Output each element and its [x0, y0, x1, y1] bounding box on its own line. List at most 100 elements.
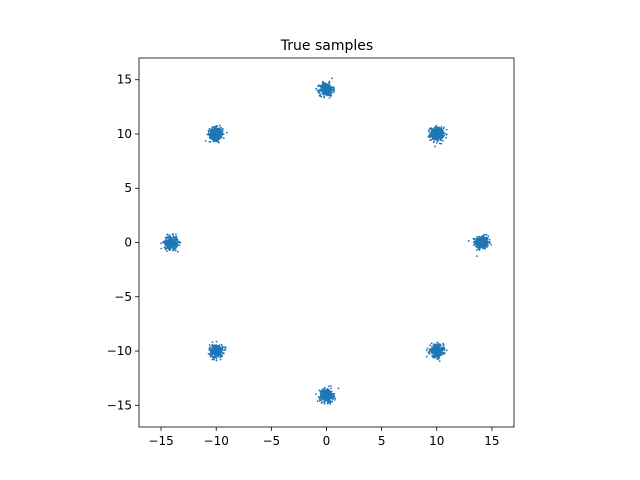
scatter-point — [437, 352, 440, 355]
x-tick-label: −5 — [263, 434, 281, 448]
scatter-point — [166, 233, 169, 236]
scatter-point — [435, 124, 438, 127]
scatter-point — [327, 93, 330, 96]
scatter-point — [175, 243, 178, 246]
scatter-point — [484, 237, 487, 240]
scatter-point — [329, 397, 332, 400]
scatter-point — [211, 134, 214, 137]
scatter-point — [219, 351, 222, 354]
scatter-point — [175, 246, 178, 248]
scatter-point — [328, 82, 331, 85]
scatter-point — [435, 352, 438, 355]
scatter-point — [485, 234, 488, 236]
scatter-point — [329, 400, 332, 403]
scatter-point — [326, 90, 329, 93]
scatter-point — [225, 131, 228, 134]
scatter-point — [169, 243, 172, 246]
scatter-point — [328, 390, 330, 393]
scatter-point — [328, 396, 330, 398]
scatter-point — [480, 241, 483, 244]
scatter-point — [173, 239, 176, 242]
scatter-point — [472, 244, 475, 247]
x-tick-label: −10 — [204, 434, 229, 448]
scatter-point — [216, 352, 219, 355]
scatter-point — [215, 357, 218, 360]
scatter-point — [178, 241, 181, 244]
scatter-point — [165, 244, 168, 246]
scatter-point — [438, 135, 441, 138]
scatter-point — [320, 90, 322, 92]
scatter-point — [216, 135, 219, 138]
scatter-point — [168, 242, 170, 245]
scatter-point — [439, 127, 442, 130]
scatter-point — [331, 86, 334, 89]
scatter-point — [436, 128, 439, 131]
scatter-point — [165, 236, 167, 239]
scatter-point — [319, 390, 322, 393]
scatter-point — [476, 246, 479, 249]
scatter-point — [433, 349, 436, 351]
scatter-point — [175, 239, 178, 242]
scatter-point — [220, 136, 223, 139]
scatter-point — [321, 401, 324, 404]
scatter-point — [482, 238, 485, 241]
scatter-point — [436, 133, 438, 136]
scatter-point — [438, 351, 441, 353]
scatter-point — [433, 352, 435, 355]
scatter-point — [426, 347, 429, 350]
scatter-point — [326, 399, 329, 402]
scatter-point — [428, 131, 430, 133]
scatter-point — [429, 139, 431, 142]
scatter-point — [222, 137, 225, 140]
scatter-point — [486, 238, 489, 241]
scatter-point — [441, 136, 444, 139]
y-axis: −15 −10 −5 0 5 10 15 — [107, 73, 139, 412]
scatter-point — [325, 92, 328, 95]
scatter-point — [211, 136, 214, 139]
scatter-point — [480, 243, 483, 246]
scatter-point — [435, 351, 438, 353]
scatter-point — [432, 355, 434, 358]
scatter-point — [221, 352, 224, 355]
scatter-point — [441, 347, 443, 349]
scatter-point — [436, 358, 438, 360]
scatter-point — [315, 87, 318, 90]
scatter-point — [171, 237, 173, 240]
scatter-point — [176, 250, 179, 253]
scatter-point — [435, 355, 438, 358]
scatter-point — [437, 349, 440, 352]
scatter-point — [215, 350, 217, 353]
scatter-point — [172, 247, 175, 249]
scatter-point — [445, 133, 448, 136]
scatter-point — [327, 385, 330, 388]
scatter-point — [434, 126, 436, 129]
scatter-point — [216, 138, 219, 140]
scatter-point — [319, 397, 322, 400]
scatter-point — [221, 349, 224, 351]
scatter-point — [209, 141, 212, 143]
scatter-point — [440, 134, 442, 136]
scatter-point — [209, 355, 212, 358]
scatter-point — [333, 89, 336, 91]
scatter-point — [432, 141, 435, 144]
scatter-point — [329, 391, 332, 394]
scatter-point — [206, 133, 209, 136]
scatter-point — [208, 127, 211, 130]
scatter-point — [166, 250, 169, 253]
scatter-point — [316, 400, 319, 403]
scatter-point — [474, 245, 477, 248]
x-tick-label: −15 — [148, 434, 173, 448]
scatter-point — [323, 400, 326, 403]
scatter-point — [333, 395, 335, 397]
scatter-point — [436, 348, 439, 350]
plot-frame — [138, 57, 515, 428]
scatter-point — [476, 243, 479, 246]
scatter-point — [427, 351, 430, 354]
scatter-point — [442, 127, 445, 130]
scatter-point — [427, 135, 430, 138]
scatter-point — [439, 354, 442, 357]
scatter-point — [209, 348, 212, 351]
x-tick-label: 5 — [378, 434, 386, 448]
scatter-point — [437, 138, 439, 141]
